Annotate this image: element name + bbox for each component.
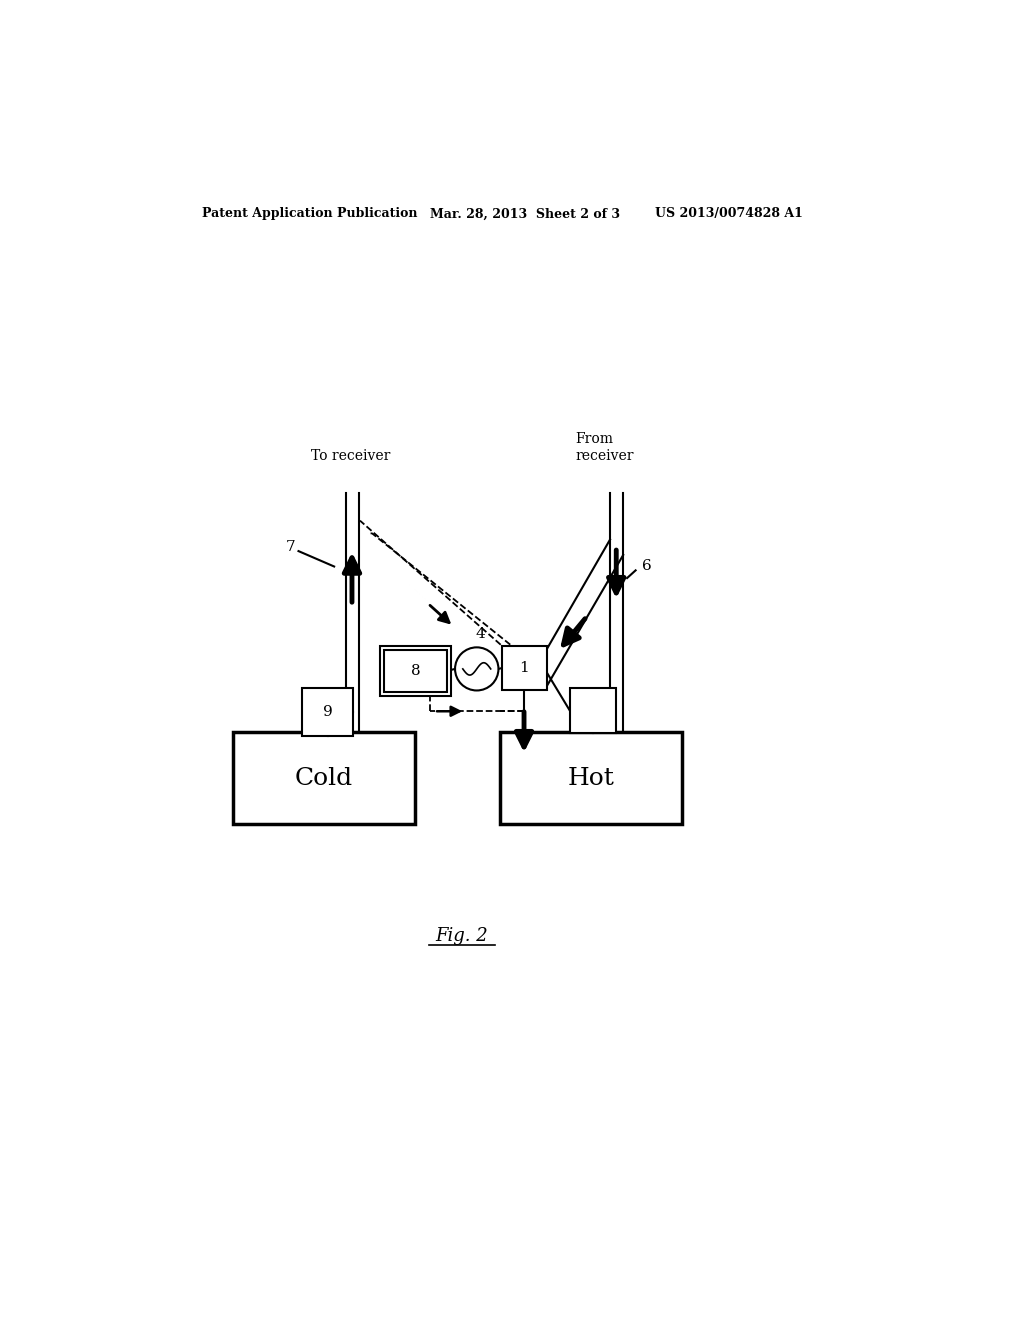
Text: 7: 7 — [286, 540, 296, 554]
Bar — [384, 649, 447, 692]
Text: To receiver: To receiver — [311, 449, 390, 462]
Text: Hot: Hot — [567, 767, 614, 789]
Bar — [302, 688, 352, 737]
Text: 6: 6 — [642, 560, 652, 573]
Text: From
receiver: From receiver — [575, 433, 634, 462]
Text: Mar. 28, 2013  Sheet 2 of 3: Mar. 28, 2013 Sheet 2 of 3 — [430, 207, 621, 220]
Bar — [569, 688, 616, 733]
Bar — [502, 645, 547, 690]
Bar — [500, 733, 682, 825]
Text: US 2013/0074828 A1: US 2013/0074828 A1 — [655, 207, 803, 220]
Text: 9: 9 — [323, 705, 333, 719]
Text: Patent Application Publication: Patent Application Publication — [202, 207, 417, 220]
Text: Fig. 2: Fig. 2 — [435, 927, 487, 945]
Circle shape — [455, 647, 499, 690]
Text: 4: 4 — [476, 627, 485, 642]
Text: 8: 8 — [411, 664, 420, 678]
Bar — [232, 733, 415, 825]
Text: Cold: Cold — [295, 767, 352, 789]
Bar — [380, 645, 452, 696]
Text: 1: 1 — [519, 661, 529, 675]
